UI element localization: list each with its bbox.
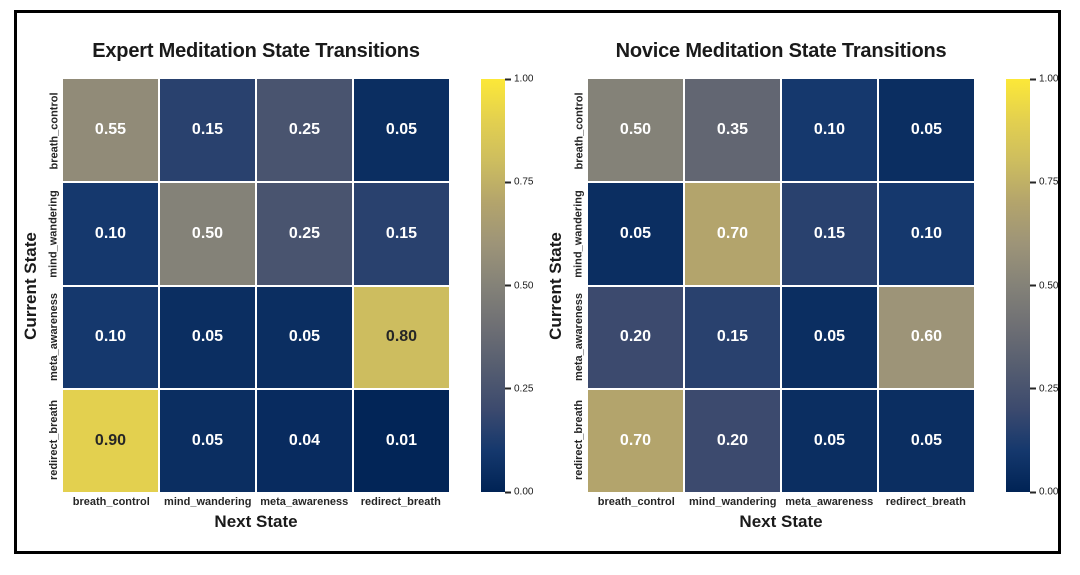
y-tick-label-0: breath_control (573, 92, 586, 170)
figure-border (14, 10, 1061, 554)
x-tick-label-3: redirect_breath (360, 496, 441, 508)
heatmap-cell-r3-c1: 0.05 (160, 390, 255, 492)
heatmap-cell-r2-c0: 0.20 (588, 286, 683, 389)
expert-y-tick-labels: breath_control mind_wandering meta_awarene… (46, 79, 62, 492)
heatmap-cell-r0-c3: 0.05 (354, 79, 449, 181)
colorbar-tick-0.00: 0.00 (505, 487, 533, 498)
expert-y-axis-label: Current State (21, 231, 40, 340)
colorbar-tick-label: 0.00 (514, 486, 534, 498)
heatmap-cell-r3-c2: 0.04 (257, 390, 352, 492)
heatmap-cell-r2-c3: 0.80 (354, 286, 449, 389)
heatmap-cell-r2-c2: 0.05 (782, 286, 877, 389)
colorbar-tick-label: 0.00 (1039, 486, 1059, 498)
heatmap-cell-r1-c1: 0.50 (160, 182, 255, 285)
heatmap-cell-r2-c1: 0.05 (160, 286, 255, 389)
colorbar-tick-label: 1.00 (1039, 73, 1059, 85)
heatmap-cell-r1-c1: 0.70 (685, 182, 780, 285)
heatmap-cell-r1-c3: 0.10 (879, 182, 974, 285)
heatmap-cell-r0-c0: 0.50 (588, 79, 683, 181)
x-tick-label-2: meta_awareness (785, 496, 874, 508)
colorbar-tick-1.00: 1.00 (505, 74, 533, 85)
heatmap-cell-r0-c1: 0.15 (160, 79, 255, 181)
heatmap-cell-r2-c0: 0.10 (63, 286, 158, 389)
novice-heatmap-subplot: Novice Meditation State Transitions Curr… (525, 0, 1058, 575)
heatmap-cell-r2-c1: 0.15 (685, 286, 780, 389)
y-tick-label-1: mind_wandering (48, 190, 60, 278)
y-tick-label-3: redirect_breath (48, 400, 60, 481)
heatmap-cell-r3-c0: 0.70 (588, 390, 683, 492)
heatmap-cell-r3-c1: 0.20 (685, 390, 780, 492)
colorbar-tick-1.00: 1.00 (1030, 74, 1058, 85)
colorbar-tick-0.50: 0.50 (1030, 280, 1058, 291)
y-tick-label-2: meta_awareness (573, 293, 585, 382)
heatmap-cell-r0-c0: 0.55 (63, 79, 158, 181)
expert-colorbar: 1.00 0.75 0.50 0.25 0.00 (481, 74, 533, 498)
colorbar-tick-mark (505, 78, 511, 80)
heatmap-cell-r3-c3: 0.05 (879, 390, 974, 492)
heatmap-cell-r3-c0: 0.90 (63, 390, 158, 492)
y-tick-label-1: mind_wandering (573, 190, 585, 278)
novice-y-tick-labels: breath_control mind_wandering meta_awarene… (571, 79, 587, 492)
y-tick-label-3: redirect_breath (573, 400, 585, 481)
colorbar-tick-label: 0.25 (514, 383, 534, 395)
colorbar-tick-0.75: 0.75 (505, 177, 533, 188)
novice-x-axis-label: Next State (739, 512, 823, 531)
heatmap-cell-r1-c3: 0.15 (354, 182, 449, 285)
novice-x-tick-labels: breath_control mind_wandering meta_awarene… (588, 496, 974, 508)
heatmap-cell-r0-c1: 0.35 (685, 79, 780, 181)
colorbar-tick-mark (505, 387, 511, 390)
colorbar-tick-label: 0.75 (1039, 176, 1059, 188)
expert-x-axis-label: Next State (214, 512, 298, 531)
x-tick-label-2: meta_awareness (260, 496, 349, 508)
expert-subplot-title: Expert Meditation State Transitions (92, 40, 420, 62)
colorbar-tick-0.25: 0.25 (505, 383, 533, 394)
colorbar-tick-0.25: 0.25 (1030, 383, 1058, 394)
expert-x-tick-labels: breath_control mind_wandering meta_awarene… (63, 496, 449, 508)
heatmap-cell-r3-c3: 0.01 (354, 390, 449, 492)
heatmap-cell-r1-c2: 0.15 (782, 182, 877, 285)
heatmap-cell-r1-c0: 0.05 (588, 182, 683, 285)
colorbar-tick-mark (1030, 491, 1036, 493)
colorbar-tick-mark (505, 181, 511, 184)
heatmap-cell-r2-c2: 0.05 (257, 286, 352, 389)
colorbar-tick-mark (1030, 387, 1036, 390)
colorbar-tick-mark (1030, 78, 1036, 80)
colorbar-tick-mark (505, 284, 511, 287)
heatmap-cell-r1-c0: 0.10 (63, 182, 158, 285)
colorbar-tick-label: 0.50 (514, 280, 534, 291)
novice-y-axis-label: Current State (546, 231, 565, 340)
heatmap-cell-r0-c2: 0.10 (782, 79, 877, 181)
expert-heatmap-subplot: Expert Meditation State Transitions Curr… (0, 0, 533, 575)
colorbar-tick-mark (1030, 284, 1036, 287)
x-tick-label-1: mind_wandering (689, 496, 777, 508)
colorbar-tick-0.50: 0.50 (505, 280, 533, 291)
colorbar-tick-0.00: 0.00 (1030, 487, 1058, 498)
heatmap-cell-r1-c2: 0.25 (257, 182, 352, 285)
colorbar-tick-label: 0.25 (1039, 383, 1059, 395)
colorbar-tick-label: 1.00 (514, 73, 534, 85)
novice-subplot-title: Novice Meditation State Transitions (615, 40, 947, 62)
heatmap-cell-r3-c2: 0.05 (782, 390, 877, 492)
y-tick-label-2: meta_awareness (48, 293, 60, 382)
colorbar-tick-label: 0.75 (514, 176, 534, 188)
colorbar-tick-mark (505, 491, 511, 493)
novice-colorbar: 1.00 0.75 0.50 0.25 0.00 (1006, 74, 1058, 498)
colorbar-tick-label: 0.50 (1039, 280, 1059, 291)
x-tick-label-3: redirect_breath (885, 496, 966, 508)
expert-heatmap-grid: 0.55 0.15 0.25 0.05 0.10 0.50 0.25 0.15 0.10 0.05… (63, 79, 449, 492)
colorbar-tick-0.75: 0.75 (1030, 177, 1058, 188)
heatmap-cell-r0-c2: 0.25 (257, 79, 352, 181)
novice-heatmap-grid: 0.50 0.35 0.10 0.05 0.05 0.70 0.15 0.10 0.20 0.15… (588, 79, 974, 492)
colorbar-tick-mark (1030, 181, 1036, 184)
x-tick-label-0: breath_control (597, 496, 675, 508)
x-tick-label-0: breath_control (72, 496, 150, 508)
y-tick-label-0: breath_control (48, 92, 61, 170)
x-tick-label-1: mind_wandering (164, 496, 252, 508)
heatmap-cell-r2-c3: 0.60 (879, 286, 974, 389)
heatmap-cell-r0-c3: 0.05 (879, 79, 974, 181)
